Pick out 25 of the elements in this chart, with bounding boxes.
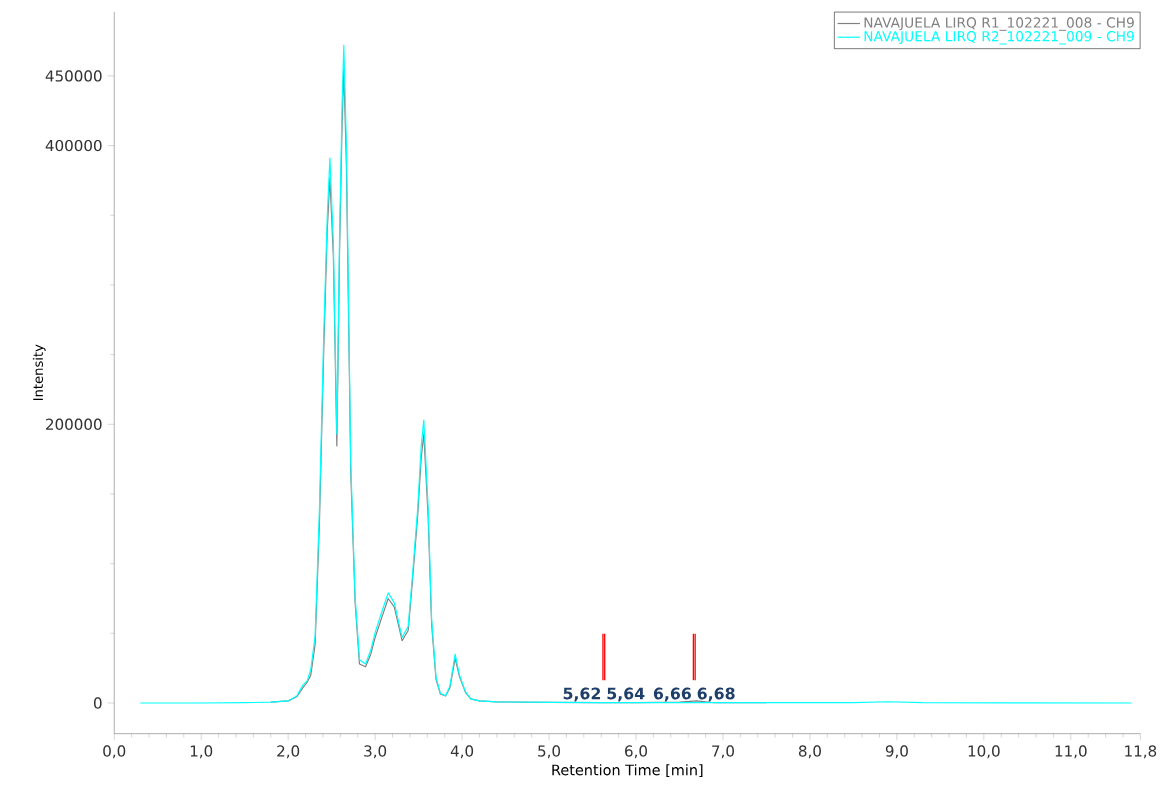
- legend-label: NAVAJUELA LIRQ R2_102221_009 - CH9: [864, 31, 1134, 45]
- y-axis-title: Intensity: [32, 344, 46, 401]
- x-tick-label: 0,0: [103, 745, 126, 759]
- x-tick-label: 2,0: [277, 745, 300, 759]
- annotation: 6,68: [697, 687, 735, 702]
- x-tick-label: 10,0: [968, 745, 1000, 759]
- x-tick-label: 9,0: [885, 745, 908, 759]
- x-tick-label: 6,0: [625, 745, 648, 759]
- x-tick-label: 1,0: [190, 745, 213, 759]
- x-tick-label: 4,0: [450, 745, 474, 759]
- x-tick-label: 11,8: [1125, 745, 1157, 759]
- y-tick-label: 450000: [45, 70, 102, 82]
- y-tick-label: 0: [93, 697, 102, 709]
- annotation: 5,64: [607, 687, 645, 702]
- y-tick-label: 400000: [45, 139, 102, 152]
- annotation: 5,62: [563, 687, 601, 702]
- x-axis-title: Retention Time [min]: [552, 764, 703, 778]
- legend-label: NAVAJUELA LIRQ R1_102221_008 - CH9: [864, 17, 1134, 31]
- x-tick-label: 8,0: [798, 745, 821, 759]
- y-tick-label: 200000: [46, 418, 102, 431]
- x-tick-label: 11,0: [1055, 745, 1087, 759]
- x-tick-label: 5,0: [538, 745, 561, 759]
- annotation: 6,66: [653, 687, 691, 702]
- x-tick-label: 3,0: [364, 745, 387, 759]
- x-tick-label: 7,0: [712, 745, 734, 759]
